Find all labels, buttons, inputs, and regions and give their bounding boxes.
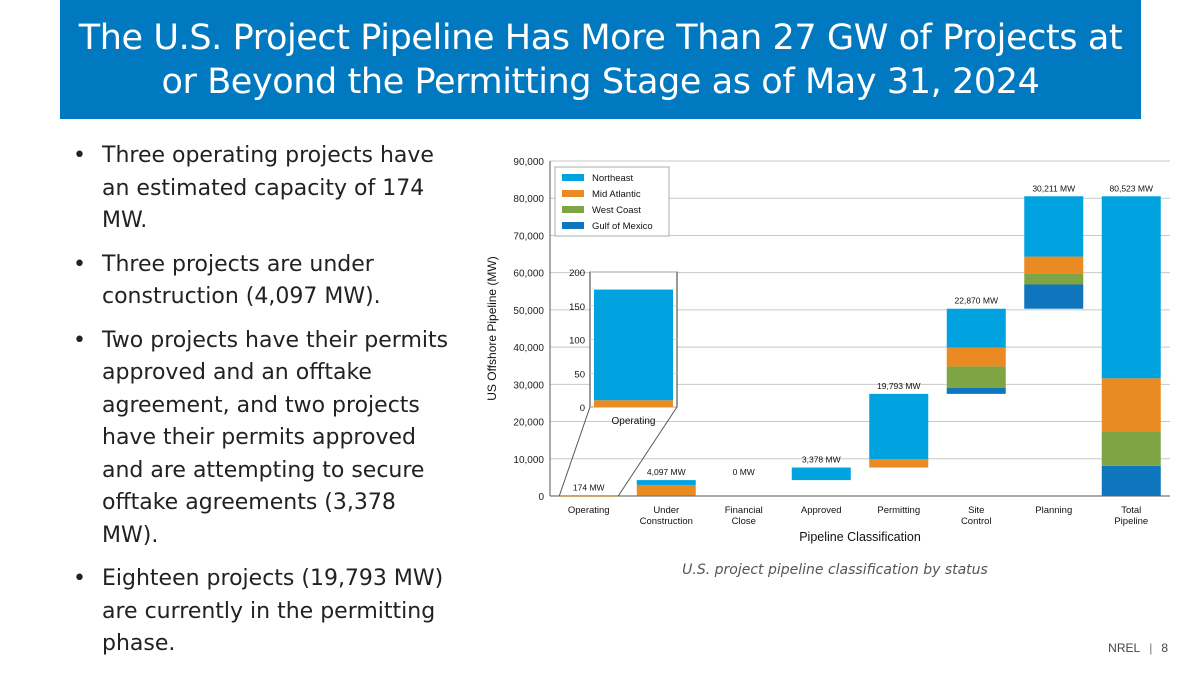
bullet-text: Three operating projects have an estimat… xyxy=(102,143,434,233)
inset-bar-segment xyxy=(594,400,673,407)
x-axis-title: Pipeline Classification xyxy=(799,530,921,544)
pipeline-chart: 0 10,000 20,000 30,000 40,000 50,000 60,000 70,… xyxy=(480,150,1185,545)
bar-segment xyxy=(946,388,1006,394)
bar-segment xyxy=(946,308,1006,348)
bar-segment xyxy=(1101,465,1161,496)
legend-swatch xyxy=(562,206,584,213)
x-tick-label: Pipeline xyxy=(1114,516,1148,527)
page-number: 8 xyxy=(1161,641,1168,655)
x-tick-label: Planning xyxy=(1035,505,1072,516)
bar-segment xyxy=(1101,431,1161,466)
bar-segment xyxy=(1024,256,1084,274)
x-tick-label: Control xyxy=(961,516,992,527)
bar-value-label: 22,870 MW xyxy=(955,296,998,306)
slide-footer: NREL | 8 xyxy=(1108,641,1168,655)
bar-segment xyxy=(636,480,696,485)
bar-value-label: 4,097 MW xyxy=(647,467,686,477)
bar-value-label: 3,378 MW xyxy=(802,455,841,465)
y-tick-label: 50,000 xyxy=(513,306,544,317)
legend-label: Gulf of Mexico xyxy=(592,221,653,232)
x-tick-label: Close xyxy=(732,516,756,527)
footer-org: NREL xyxy=(1108,641,1141,655)
bar-segment xyxy=(869,393,929,459)
inset-category-label: Operating xyxy=(612,416,656,427)
bar-segment xyxy=(946,347,1006,367)
inset-bar-segment xyxy=(594,289,673,401)
bullet-marker: • xyxy=(73,566,86,591)
chart-caption: U.S. project pipeline classification by … xyxy=(682,562,988,578)
y-tick-label: 60,000 xyxy=(513,269,544,280)
bar-segment xyxy=(791,467,851,481)
legend-label: Mid Atlantic xyxy=(592,189,641,200)
y-tick-label: 10,000 xyxy=(513,455,544,466)
bullet-item: • Eighteen projects (19,793 MW) are curre… xyxy=(70,563,455,661)
bar-value-label: 30,211 MW xyxy=(1032,183,1075,193)
x-tick-label: Permitting xyxy=(877,505,920,516)
x-tick-label: Financial xyxy=(725,505,763,516)
slide-title: The U.S. Project Pipeline Has More Than … xyxy=(78,17,1123,102)
x-tick-label: Site xyxy=(968,505,984,516)
y-tick-label: 20,000 xyxy=(513,418,544,429)
x-tick-label: Approved xyxy=(801,505,842,516)
x-tick-label: Operating xyxy=(568,505,610,516)
x-tick-label: Total xyxy=(1121,505,1141,516)
bullet-text: Three projects are under construction (4… xyxy=(102,251,381,310)
y-tick-label: 90,000 xyxy=(513,157,544,168)
y-tick-label: 0 xyxy=(538,492,544,503)
legend-swatch xyxy=(562,190,584,197)
bar-value-label: 174 MW xyxy=(573,482,605,492)
bar-segment xyxy=(559,495,619,497)
inset-y-tick-label: 150 xyxy=(569,302,585,313)
inset-y-tick-label: 0 xyxy=(580,403,585,414)
inset-y-tick-label: 50 xyxy=(574,369,585,380)
bullet-list: • Three operating projects have an estima… xyxy=(70,140,455,672)
pipeline-chart-svg: 0 10,000 20,000 30,000 40,000 50,000 60,000 70,… xyxy=(485,157,1170,544)
y-tick-label: 80,000 xyxy=(513,194,544,205)
x-tick-label: Under xyxy=(653,505,679,516)
bar-segment xyxy=(1024,273,1084,285)
bar-value-label: 0 MW xyxy=(733,467,755,477)
y-tick-label: 40,000 xyxy=(513,343,544,354)
y-axis-title: US Offshore Pipeline (MW) xyxy=(485,256,499,401)
bullet-text: Two projects have their permits approved… xyxy=(102,327,449,548)
bar-segment xyxy=(1101,378,1161,432)
bullet-item: • Three operating projects have an estima… xyxy=(70,140,455,238)
bar-segment xyxy=(946,366,1006,389)
y-tick-label: 30,000 xyxy=(513,380,544,391)
title-banner: The U.S. Project Pipeline Has More Than … xyxy=(60,0,1141,119)
footer-separator: | xyxy=(1149,641,1153,655)
bar-segment xyxy=(636,484,696,496)
bar-value-label: 80,523 MW xyxy=(1110,183,1153,193)
bullet-item: • Three projects are under construction (… xyxy=(70,249,455,314)
y-tick-label: 70,000 xyxy=(513,231,544,242)
legend-label: Northeast xyxy=(592,173,634,184)
inset-y-tick-label: 200 xyxy=(569,268,585,279)
inset-y-tick-label: 100 xyxy=(569,336,585,347)
bullet-marker: • xyxy=(73,143,86,168)
legend-label: West Coast xyxy=(592,205,641,216)
inset-connector xyxy=(617,406,678,497)
inset-connector xyxy=(558,406,591,497)
bar-segment xyxy=(1101,196,1161,379)
bar-value-label: 19,793 MW xyxy=(877,381,920,391)
bullet-item: • Two projects have their permits approve… xyxy=(70,325,455,553)
x-tick-label: Construction xyxy=(640,516,693,527)
bar-segment xyxy=(1024,284,1084,309)
legend-swatch xyxy=(562,174,584,181)
bullet-text: Eighteen projects (19,793 MW) are curren… xyxy=(102,566,444,656)
bullet-marker: • xyxy=(73,327,86,353)
bullet-marker: • xyxy=(73,251,86,277)
bar-segment xyxy=(559,495,619,497)
bar-segment xyxy=(1024,196,1084,257)
bar-segment xyxy=(869,458,929,468)
legend-swatch xyxy=(562,222,584,229)
